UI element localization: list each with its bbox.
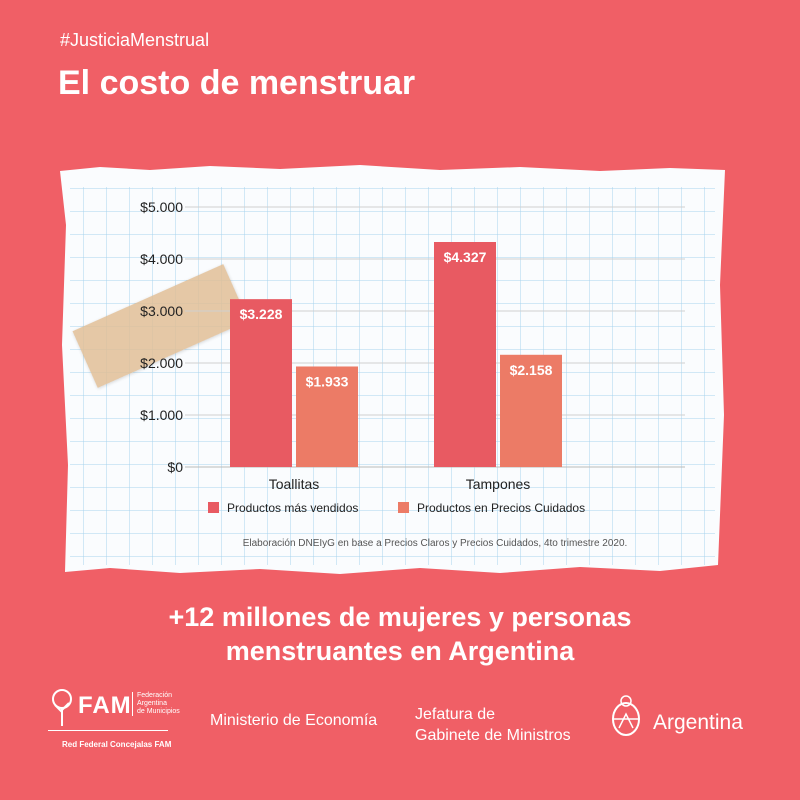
fam-sub-line1: Federación: [137, 692, 173, 699]
y-tick-label: $0: [167, 459, 183, 475]
legend-label: Productos en Precios Cuidados: [417, 501, 585, 515]
jefatura-line1: Jefatura de: [415, 706, 496, 723]
headline-line1: +12 millones de mujeres y personas: [168, 602, 632, 632]
hashtag: #JusticiaMenstrual: [60, 30, 210, 50]
data-label: $4.327: [444, 249, 487, 265]
data-label: $2.158: [510, 362, 553, 378]
y-tick-label: $3.000: [140, 303, 183, 319]
footer: FAM Federación Argentina de Municipios R…: [0, 680, 800, 780]
fam-divider: [48, 730, 168, 731]
x-tick-label: Tampones: [466, 476, 531, 492]
jefatura-line2: Gabinete de Ministros: [415, 727, 571, 744]
paper-background: [60, 165, 725, 574]
headline: +12 millones de mujeres y personas menst…: [0, 600, 800, 668]
bar-chart: $0 $1.000 $2.000 $3.000 $4.000 $5.000 $3.228 $1…: [140, 199, 685, 549]
argentina-logo-text: Argentina: [653, 711, 743, 734]
bar-0-0: [230, 299, 292, 467]
graph-paper: $0 $1.000 $2.000 $3.000 $4.000 $5.000 $3.228 $1…: [60, 165, 725, 575]
y-tick-label: $5.000: [140, 199, 183, 215]
bar-0-1: [296, 366, 358, 467]
fam-logo-text: FAM: [78, 692, 132, 719]
fam-red-label: Red Federal Concejalas FAM: [62, 740, 172, 749]
y-tick-label: $4.000: [140, 251, 183, 267]
fam-subtitle: Federación Argentina de Municipios: [132, 692, 180, 716]
legend-label: Productos más vendidos: [227, 501, 358, 515]
fam-sub-line2: Argentina: [137, 700, 167, 707]
x-tick-label: Toallitas: [269, 476, 320, 492]
page-title: El costo de menstruar: [58, 64, 416, 102]
fam-sub-line3: de Municipios: [137, 708, 180, 715]
source-note: Elaboración DNEIyG en base a Precios Cla…: [243, 538, 628, 549]
argentina-seal-icon: [612, 695, 640, 736]
y-tick-label: $2.000: [140, 355, 183, 371]
ministerio-logo: Ministerio de Economía: [210, 712, 378, 729]
legend-swatch: [208, 502, 219, 513]
data-label: $1.933: [306, 373, 349, 389]
y-tick-label: $1.000: [140, 407, 183, 423]
legend-swatch: [398, 502, 409, 513]
bar-1-1: [500, 354, 562, 467]
headline-line2: menstruantes en Argentina: [225, 636, 575, 666]
bar-1-0: [434, 241, 496, 467]
jefatura-logo: Jefatura de Gabinete de Ministros: [415, 704, 571, 746]
data-label: $3.228: [240, 306, 283, 322]
tree-icon: [52, 689, 72, 726]
